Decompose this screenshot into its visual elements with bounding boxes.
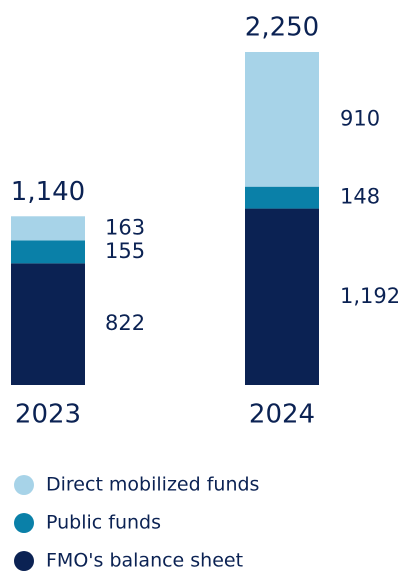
legend-label: Direct mobilized funds [46, 474, 259, 496]
legend-swatch [14, 475, 34, 495]
legend-swatch [14, 513, 34, 533]
value-label: 910 [340, 106, 380, 130]
bar-segment [11, 240, 85, 264]
value-label: 148 [340, 185, 380, 209]
total-label: 2,250 [245, 13, 319, 43]
legend-label: Public funds [46, 512, 161, 534]
value-label: 155 [105, 239, 145, 263]
x-tick-label: 2024 [249, 400, 315, 430]
bar-segment [11, 263, 85, 385]
bar-segment [245, 52, 319, 187]
value-label: 1,192 [340, 284, 400, 308]
x-tick-label: 2023 [15, 400, 81, 430]
legend-swatch [14, 551, 34, 571]
bar-segment [245, 208, 319, 385]
bar-segment [11, 216, 85, 241]
bar-segment [245, 186, 319, 209]
legend-label: FMO's balance sheet [46, 550, 243, 571]
value-label: 163 [105, 215, 145, 239]
total-label: 1,140 [11, 177, 85, 207]
value-label: 822 [105, 311, 145, 335]
